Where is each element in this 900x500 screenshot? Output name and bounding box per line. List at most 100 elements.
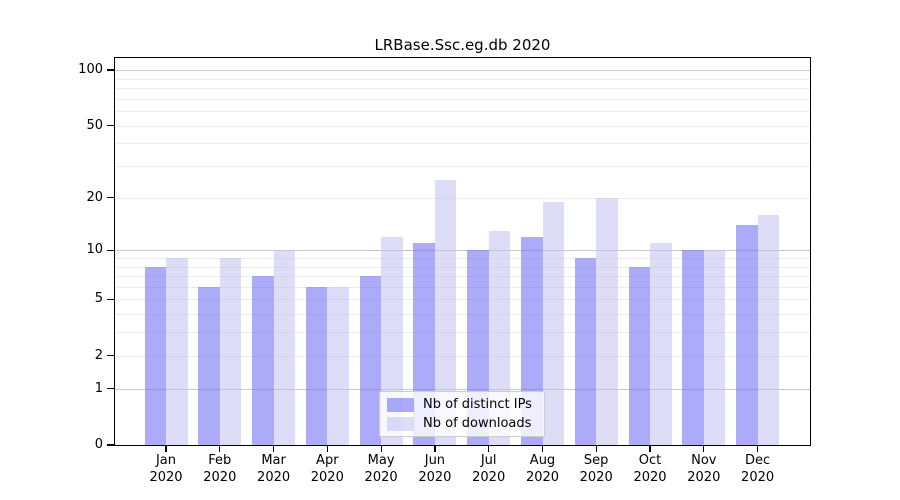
- x-tick-label-line: 2020: [149, 470, 183, 485]
- x-tick-aug: [541, 446, 544, 452]
- bar-downloads-apr: [327, 286, 349, 445]
- bar-downloads-sep: [596, 197, 618, 445]
- bar-downloads-mar: [273, 250, 296, 445]
- x-tick-label-line: 2020: [364, 470, 398, 485]
- y-tick-50: [107, 124, 114, 127]
- y-tick-label-1: 1: [94, 380, 103, 396]
- gridline-major-1: [115, 388, 810, 390]
- y-tick-label-100: 100: [78, 62, 103, 77]
- x-tick-label-line: 2020: [310, 470, 344, 485]
- legend-item-downloads: Nb of downloads: [387, 416, 537, 431]
- legend-swatch-downloads: [387, 416, 414, 431]
- bar-downloads-jun: [434, 180, 457, 445]
- x-tick-label-line: 2020: [633, 470, 667, 485]
- x-tick-jan: [165, 446, 167, 452]
- x-tick-label-line: 2020: [203, 470, 237, 485]
- chart-title: LRBase.Ssc.eg.db 2020: [374, 36, 551, 54]
- x-tick-label-feb: Feb 2020: [190, 452, 250, 486]
- gridline-minor-90: [115, 78, 810, 80]
- x-tick-label-line: 2020: [472, 470, 506, 485]
- y-tick-1: [107, 388, 114, 390]
- gridline-major-100: [115, 70, 810, 71]
- bar-downloads-aug: [542, 201, 564, 445]
- gridline-minor-50: [115, 125, 810, 127]
- x-tick-label-line: 2020: [741, 470, 775, 485]
- gridline-minor-4: [115, 314, 810, 316]
- x-tick-label-line: 2020: [579, 470, 613, 485]
- gridline-minor-60: [115, 111, 810, 112]
- y-tick-2: [107, 355, 114, 357]
- gridline-minor-2: [115, 355, 810, 357]
- bar-distinct-ips-mar: [252, 276, 274, 445]
- x-tick-oct: [649, 446, 651, 452]
- x-tick-label-line: Mar: [261, 453, 286, 468]
- x-tick-label-jul: Jul 2020: [459, 452, 519, 486]
- legend-label-downloads: Nb of downloads: [423, 416, 532, 431]
- x-tick-jun: [434, 446, 436, 452]
- gridline-minor-80: [115, 87, 810, 89]
- x-tick-label-nov: Nov 2020: [674, 452, 734, 486]
- x-tick-label-line: May: [367, 453, 395, 468]
- bar-distinct-ips-oct: [628, 266, 650, 445]
- y-tick-label-10: 10: [86, 242, 103, 258]
- x-tick-sep: [595, 446, 597, 452]
- x-tick-label-line: 2020: [257, 470, 291, 485]
- x-tick-jul: [488, 446, 490, 452]
- x-tick-nov: [703, 446, 705, 452]
- x-tick-label-line: Jan: [155, 453, 177, 468]
- x-tick-label-line: Oct: [638, 453, 662, 468]
- x-tick-label-line: Jun: [424, 453, 446, 468]
- x-tick-label-line: Aug: [529, 453, 556, 468]
- legend-item-distinct-ips: Nb of distinct IPs: [387, 397, 537, 412]
- y-tick-5: [107, 298, 114, 301]
- x-tick-label-line: Sep: [583, 453, 609, 468]
- x-tick-label-mar: Mar 2020: [244, 452, 304, 486]
- bar-distinct-ips-jan: [144, 266, 166, 445]
- y-tick-0: [107, 444, 114, 446]
- y-tick-20: [107, 197, 114, 199]
- x-tick-label-may: May 2020: [351, 452, 411, 486]
- x-tick-label-line: Dec: [745, 453, 771, 468]
- gridline-minor-7: [115, 276, 810, 277]
- x-tick-feb: [219, 446, 221, 452]
- gridline-minor-3: [115, 332, 810, 334]
- x-tick-may: [380, 446, 382, 452]
- gridline-minor-9: [115, 257, 810, 259]
- legend-label-distinct-ips: Nb of distinct IPs: [423, 397, 532, 412]
- bar-distinct-ips-feb: [198, 286, 220, 445]
- gridline-minor-30: [115, 166, 810, 167]
- y-tick-label-50: 50: [86, 117, 103, 133]
- y-tick-label-2: 2: [94, 347, 103, 363]
- gridline-major-10: [115, 250, 810, 252]
- y-tick-10: [107, 249, 114, 251]
- x-tick-label-apr: Apr 2020: [297, 452, 357, 486]
- bar-distinct-ips-apr: [305, 286, 328, 445]
- gridline-minor-5: [115, 299, 810, 301]
- bar-distinct-ips-dec: [736, 225, 758, 445]
- x-tick-label-line: 2020: [687, 470, 721, 485]
- gridline-minor-8: [115, 266, 810, 268]
- x-tick-label-dec: Dec 2020: [728, 452, 788, 486]
- legend-swatch-distinct-ips: [387, 397, 414, 412]
- y-tick-label-20: 20: [86, 189, 103, 205]
- x-tick-label-oct: Oct 2020: [620, 452, 680, 486]
- y-tick-label-5: 5: [94, 291, 103, 307]
- y-tick-100: [107, 69, 114, 71]
- x-tick-label-jan: Jan 2020: [136, 452, 196, 486]
- bar-downloads-dec: [757, 214, 780, 445]
- x-tick-label-line: 2020: [418, 470, 452, 485]
- bar-downloads-oct: [650, 243, 672, 445]
- legend: Nb of distinct IPs Nb of downloads: [379, 391, 545, 437]
- x-tick-label-sep: Sep 2020: [566, 452, 626, 486]
- gridline-minor-6: [115, 286, 810, 288]
- x-tick-label-line: Feb: [208, 453, 232, 468]
- bar-distinct-ips-may: [359, 276, 382, 445]
- bar-distinct-ips-nov: [682, 250, 704, 445]
- x-tick-label-line: 2020: [525, 470, 560, 485]
- x-tick-label-line: Nov: [691, 453, 717, 468]
- bar-distinct-ips-sep: [574, 257, 597, 445]
- x-tick-apr: [326, 446, 328, 452]
- bar-downloads-nov: [703, 250, 726, 445]
- x-tick-label-line: Jul: [480, 453, 497, 468]
